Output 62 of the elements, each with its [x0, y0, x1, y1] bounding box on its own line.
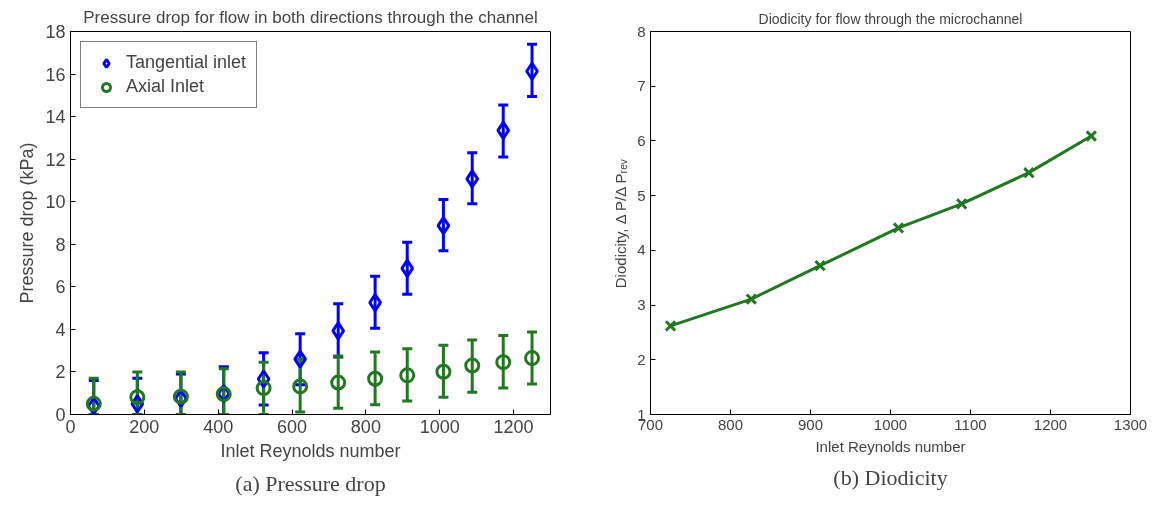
- y-tick-label: 4: [55, 319, 66, 340]
- point: [331, 321, 346, 341]
- point: [814, 259, 827, 272]
- y-tick-label: 2: [637, 350, 646, 368]
- point: [399, 367, 416, 384]
- y-tick-label: 8: [55, 234, 66, 255]
- y-tick-label: 10: [45, 192, 66, 213]
- point: [368, 293, 382, 313]
- legend-label: Axial Inlet: [126, 76, 205, 97]
- point: [955, 197, 968, 210]
- point: [172, 388, 189, 405]
- text: (a) Pressure drop: [235, 470, 386, 496]
- text: (b) Diodicity: [833, 464, 948, 490]
- y-tick-label: 14: [45, 107, 66, 128]
- point: [330, 374, 347, 391]
- x-tick-label: 800: [717, 415, 744, 433]
- point: [495, 354, 512, 371]
- y-tick-label: 6: [637, 131, 646, 149]
- x-tick-label: 600: [277, 416, 308, 437]
- legend-label: Tangential inlet: [126, 52, 247, 73]
- point: [1022, 166, 1035, 179]
- x-tick-label: 1200: [1033, 415, 1068, 433]
- x-tick-label: 1300: [1113, 415, 1148, 433]
- chart-title: Diodicity for flow through the microchannel: [758, 10, 1023, 27]
- y-tick-label: 7: [637, 77, 646, 95]
- y-tick-label: 5: [637, 186, 646, 204]
- point: [664, 319, 677, 332]
- point: [436, 216, 451, 236]
- x-axis-title: Inlet Reynolds number: [815, 437, 966, 455]
- y-tick-label: 2: [55, 362, 66, 383]
- y-tick-label: 12: [45, 149, 66, 170]
- x-tick-label: 800: [350, 416, 381, 437]
- y-tick-label: 3: [637, 296, 646, 314]
- y-axis-title: Diodicity, Δ P/Δ Pᵣₑᵥ: [612, 159, 630, 289]
- y-tick-label: 4: [637, 241, 646, 259]
- x-tick-label: 1000: [419, 416, 460, 437]
- y-tick-label: 8: [637, 22, 646, 40]
- point: [464, 357, 481, 374]
- point: [525, 61, 539, 81]
- y-tick-label: 18: [45, 22, 66, 42]
- y-axis-title: Pressure drop (kPa): [17, 142, 38, 304]
- point: [524, 350, 541, 367]
- point: [255, 380, 272, 397]
- x-tick-label: 1100: [954, 415, 987, 433]
- point: [400, 258, 415, 278]
- point: [892, 221, 905, 235]
- point: [465, 169, 480, 189]
- x-tick-label: 1000: [873, 415, 908, 433]
- point: [1085, 129, 1098, 143]
- point: [435, 363, 452, 380]
- y-tick-label: 6: [55, 277, 66, 298]
- point: [367, 370, 384, 387]
- x-tick-label: 400: [203, 416, 234, 437]
- x-tick-label: 1200: [493, 416, 534, 437]
- point: [129, 389, 146, 406]
- x-tick-label: 200: [129, 416, 160, 437]
- chart-title: Pressure drop for flow in both directions through the channel: [83, 7, 538, 27]
- x-axis-title: Inlet Reynolds number: [220, 440, 401, 461]
- point: [745, 292, 758, 306]
- point: [496, 120, 511, 140]
- x-tick-label: 900: [797, 415, 824, 433]
- y-tick-label: 16: [45, 64, 66, 85]
